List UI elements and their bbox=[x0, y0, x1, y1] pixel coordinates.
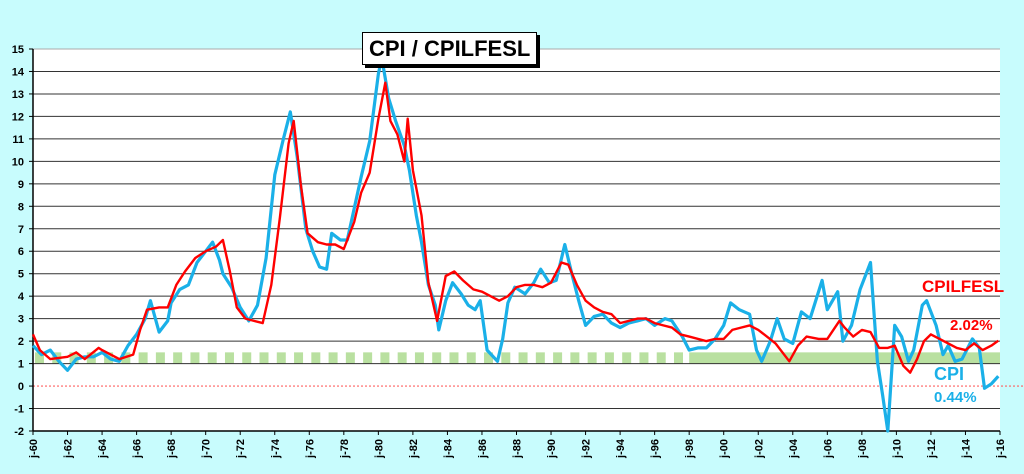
y-tick-label: 12 bbox=[12, 111, 24, 123]
band-dash bbox=[380, 352, 390, 364]
band-dash bbox=[639, 352, 649, 364]
series-line-cpilfesl bbox=[31, 81, 999, 374]
band-dash bbox=[518, 352, 528, 364]
x-tick-label: j-12 bbox=[926, 439, 938, 459]
y-tick-label: 3 bbox=[18, 314, 24, 326]
reference-band bbox=[35, 352, 1000, 364]
x-tick-label: j-16 bbox=[995, 439, 1007, 459]
chart-title: CPI / CPILFESL bbox=[362, 32, 538, 65]
x-tick-label: j-94 bbox=[615, 438, 627, 459]
band-dash bbox=[604, 352, 614, 364]
band-dash bbox=[553, 352, 563, 364]
y-tick-label: 4 bbox=[18, 291, 25, 303]
band-dash bbox=[414, 352, 424, 364]
band-dash bbox=[276, 352, 286, 364]
x-tick-label: j-14 bbox=[960, 438, 972, 459]
y-tick-label: 5 bbox=[18, 269, 24, 281]
band-dash bbox=[432, 352, 442, 364]
band-dash bbox=[397, 352, 407, 364]
series-lines bbox=[31, 56, 1000, 433]
band-dash bbox=[311, 352, 321, 364]
band-dash bbox=[673, 352, 683, 364]
series-label-cpilfesl: CPILFESL bbox=[922, 277, 1005, 296]
x-tick-label: j-98 bbox=[684, 439, 696, 459]
x-tick-label: j-96 bbox=[650, 439, 662, 459]
y-tick-label: 2 bbox=[18, 336, 24, 348]
band-dash bbox=[570, 352, 580, 364]
band-dash bbox=[259, 352, 269, 364]
cpi-last-value: 0.44% bbox=[934, 389, 977, 406]
x-tick-label: j-02 bbox=[753, 439, 765, 459]
cpilfesl-last-value: 2.02% bbox=[950, 317, 993, 334]
x-axis: j-60 j-62 j-64 j-66 j-68 j-70 j-72 j-74 j-76 j-78… bbox=[28, 430, 1007, 459]
band-dash bbox=[622, 352, 632, 364]
y-tick-label: 9 bbox=[18, 179, 24, 191]
y-tick-label: 11 bbox=[12, 134, 24, 146]
x-tick-label: j-90 bbox=[546, 439, 558, 459]
x-tick-label: j-80 bbox=[373, 439, 385, 459]
band-dash bbox=[190, 352, 200, 364]
band-dash bbox=[501, 352, 511, 364]
band-dash bbox=[242, 352, 252, 364]
x-tick-label: j-10 bbox=[891, 439, 903, 459]
band-dash bbox=[328, 352, 338, 364]
band-solid bbox=[689, 352, 1000, 364]
x-tick-label: j-88 bbox=[512, 439, 524, 459]
x-tick-label: j-82 bbox=[408, 439, 420, 459]
y-tick-label: 0 bbox=[18, 381, 24, 393]
y-tick-label: 13 bbox=[12, 89, 24, 101]
y-tick-label: 15 bbox=[12, 44, 24, 56]
band-dash bbox=[173, 352, 183, 364]
y-tick-label: -1 bbox=[14, 404, 24, 416]
x-tick-label: j-00 bbox=[719, 439, 731, 459]
band-dash bbox=[35, 352, 44, 364]
x-tick-label: j-04 bbox=[788, 438, 800, 459]
x-tick-label: j-86 bbox=[477, 439, 489, 459]
band-dash bbox=[484, 352, 494, 364]
x-tick-label: j-70 bbox=[201, 439, 213, 459]
band-dash bbox=[535, 352, 545, 364]
band-dash bbox=[656, 352, 666, 364]
x-tick-label: j-08 bbox=[857, 439, 869, 459]
band-dash bbox=[449, 352, 459, 364]
band-dash bbox=[207, 352, 217, 364]
x-tick-label: j-92 bbox=[581, 439, 593, 459]
x-tick-label: j-64 bbox=[97, 438, 109, 459]
band-dash bbox=[155, 352, 165, 364]
y-tick-label: 7 bbox=[18, 224, 24, 236]
band-dash bbox=[138, 352, 148, 364]
x-tick-label: j-60 bbox=[28, 439, 40, 459]
band-dash bbox=[69, 352, 79, 364]
band-dash bbox=[224, 352, 234, 364]
band-dash bbox=[466, 352, 476, 364]
x-tick-label: j-66 bbox=[132, 439, 144, 459]
y-tick-label: -2 bbox=[14, 426, 24, 438]
y-tick-label: 10 bbox=[12, 156, 24, 168]
x-tick-label: j-76 bbox=[304, 439, 316, 459]
band-dash bbox=[345, 352, 355, 364]
x-tick-label: j-06 bbox=[822, 439, 834, 459]
y-tick-label: 6 bbox=[18, 246, 24, 258]
band-dash bbox=[587, 352, 597, 364]
band-dash bbox=[294, 352, 304, 364]
x-tick-label: j-78 bbox=[339, 439, 351, 459]
x-tick-label: j-62 bbox=[63, 439, 75, 459]
x-tick-label: j-72 bbox=[235, 439, 247, 459]
plot-area bbox=[33, 49, 1000, 431]
band-dash bbox=[363, 352, 373, 364]
y-tick-label: 8 bbox=[18, 201, 24, 213]
y-tick-label: 14 bbox=[12, 66, 25, 78]
series-label-cpi: CPI bbox=[934, 364, 965, 384]
x-tick-label: j-84 bbox=[442, 438, 454, 459]
x-tick-label: j-74 bbox=[270, 438, 282, 459]
x-tick-label: j-68 bbox=[166, 439, 178, 459]
y-tick-label: 1 bbox=[18, 359, 24, 371]
